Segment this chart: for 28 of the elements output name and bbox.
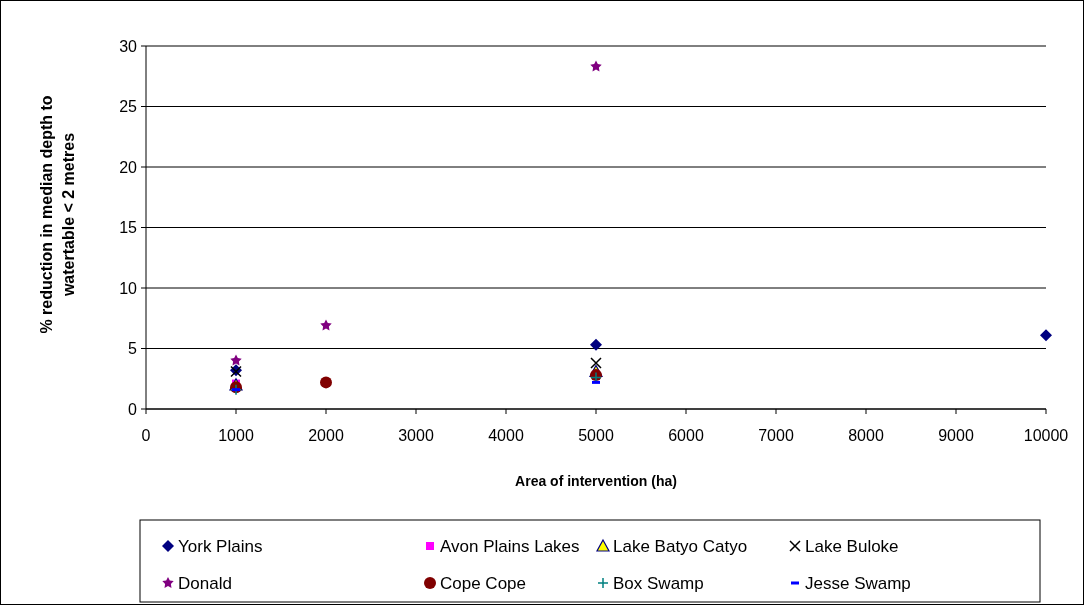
legend-label: York Plains (178, 536, 263, 556)
legend-label: Avon Plains Lakes (440, 536, 580, 556)
x-axis-title: Area of intervention (ha) (515, 473, 677, 489)
x-tick-label: 9000 (938, 427, 974, 444)
legend-label: Box Swamp (613, 573, 704, 593)
y-tick-label: 30 (119, 37, 138, 55)
y-tick-label: 20 (119, 158, 138, 176)
y-tick-label: 15 (119, 219, 138, 237)
y-tick-label: 25 (119, 98, 138, 116)
legend-label: Jesse Swamp (805, 573, 911, 593)
legend-label: Donald (178, 573, 232, 593)
x-tick-label: 1000 (218, 427, 254, 444)
x-tick-label: 8000 (848, 427, 884, 444)
y-axis-title: % reduction in median depth to watertable < 2 metres (38, 95, 77, 334)
x-tick-label: 4000 (488, 427, 524, 444)
y-tick-label: 0 (128, 400, 138, 418)
y-tick-label: 10 (119, 279, 138, 297)
x-tick-label: 3000 (398, 427, 434, 444)
legend-label: Lake Buloke (805, 536, 899, 556)
x-tick-label: 10000 (1023, 427, 1069, 444)
legend-label: Lake Batyo Catyo (613, 536, 748, 556)
x-tick-label: 2000 (308, 427, 344, 444)
legend-label: Cope Cope (440, 573, 527, 593)
x-tick-label: 0 (141, 427, 151, 444)
y-tick-label: 5 (128, 340, 138, 358)
x-tick-label: 6000 (668, 427, 704, 444)
x-tick-label: 5000 (578, 427, 614, 444)
x-tick-label: 7000 (758, 427, 794, 444)
